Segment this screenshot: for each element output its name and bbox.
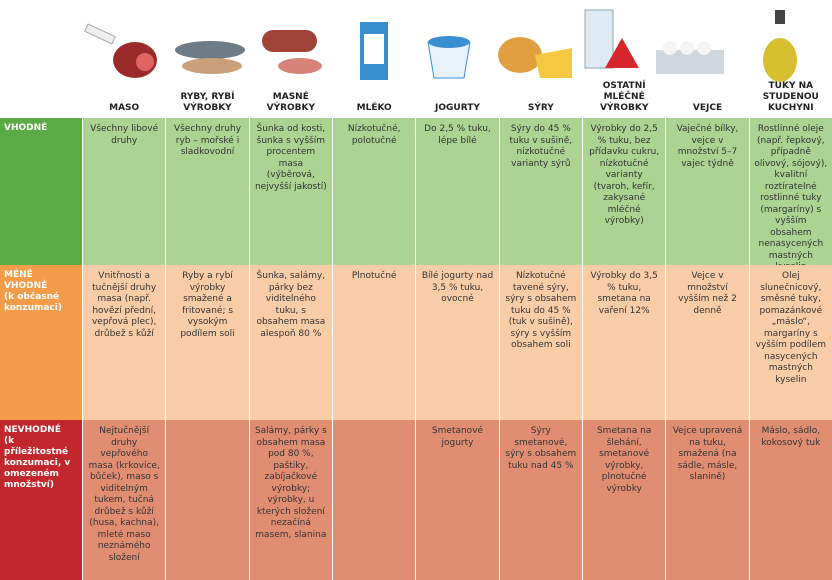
row-label: VHODNÉ — [0, 118, 82, 265]
icon-sausage — [262, 30, 322, 74]
cell: Máslo, sádlo, kokosový tuk — [749, 420, 832, 580]
cell: Výrobky do 2,5 % tuku, bez přídavku cukr… — [583, 118, 666, 265]
icon-eggs — [656, 41, 724, 74]
column-header: VEJCE — [692, 103, 723, 113]
row-note: (k občasné konzumaci) — [4, 292, 62, 313]
cell: Sýry do 45 % tuku v sušině, nízkotučné v… — [499, 118, 582, 265]
cell: Vaječné bílky, vejce v množství 5–7 vaje… — [666, 118, 749, 265]
cell: Všechny druhy ryb – mořské i sladkovodní — [166, 118, 249, 265]
cell: Vejce upravená na tuku, smažená (na sádl… — [666, 420, 749, 580]
row-title: NEVHODNÉ — [4, 425, 61, 435]
row-label: MÉNĚ VHODNÉ (k občasné konzumaci) — [0, 265, 82, 420]
cell: Šunka od kosti, šunka s vyšším procentem… — [249, 118, 332, 265]
icon-dairy — [584, 9, 639, 69]
cell: Rostlinné oleje (např. řepkový, případně… — [749, 118, 832, 272]
icons — [84, 9, 797, 82]
cell: Vejce v množství vyšším než 2 denně — [666, 265, 749, 420]
column-header: OSTATNÍ MLÉČNÉ VÝROBKY — [599, 81, 649, 113]
cell: Ryby a rybí výrobky smažené a fritované;… — [166, 265, 249, 420]
cell: Všechny libové druhy — [83, 118, 166, 265]
icon-oil — [763, 10, 797, 82]
cell: Bílé jogurty nad 3,5 % tuku, ovocné — [416, 265, 499, 420]
icon-fish — [175, 41, 245, 74]
cell: Smetana na šlehání, smetanové výrobky, p… — [583, 420, 666, 580]
cell — [166, 420, 249, 580]
column-header: RYBY, RYBÍ VÝROBKY — [180, 92, 235, 113]
cell: Plnotučné — [333, 265, 416, 420]
row-label: NEVHODNÉ (k příležitostné konzumaci, v om… — [0, 420, 82, 580]
icon-cheese — [498, 37, 572, 78]
column-header: TUKY NA STUDENOU KUCHYNI — [762, 81, 819, 113]
row-title: MÉNĚ VHODNÉ — [4, 270, 48, 291]
column-header: SÝRY — [527, 103, 554, 113]
cell: Nejtučnější druhy vepřového masa (krkovi… — [83, 420, 166, 580]
cell: Šunka, salámy, párky bez viditelného tuk… — [249, 265, 332, 420]
cell — [333, 420, 416, 580]
row-title: VHODNÉ — [4, 123, 48, 133]
icon-meat — [84, 23, 157, 78]
cell: Smetanové jogurty — [416, 420, 499, 580]
cell: Do 2,5 % tuku, lépe bílé — [416, 118, 499, 265]
column-header: MASNÉ VÝROBKY — [266, 92, 316, 113]
row-note: (k příležitostné konzumaci, v omezeném m… — [4, 436, 71, 490]
cell: Výrobky do 3,5 % tuku, smetana na vaření… — [583, 265, 666, 420]
cell: Nízkotučné, polotučné — [333, 118, 416, 265]
cell: Nízkotučné tavené sýry, sýry s obsahem t… — [499, 265, 582, 420]
column-header: JOGURTY — [435, 103, 480, 113]
cell: Salámy, párky s obsahem masa pod 80 %, p… — [249, 420, 332, 580]
column-header: MASO — [109, 103, 140, 113]
column-header: MLÉKO — [356, 103, 392, 113]
cell: Vnitřnosti a tučnější druhy masa (např. … — [83, 265, 166, 420]
icon-milk — [360, 22, 388, 80]
icon-yogurt — [427, 36, 471, 79]
cell: Olej slunečnicový, směsné tuky, pomazánk… — [749, 265, 832, 420]
cell: Sýry smetanové, sýry s obsahem tuku nad … — [499, 420, 582, 580]
